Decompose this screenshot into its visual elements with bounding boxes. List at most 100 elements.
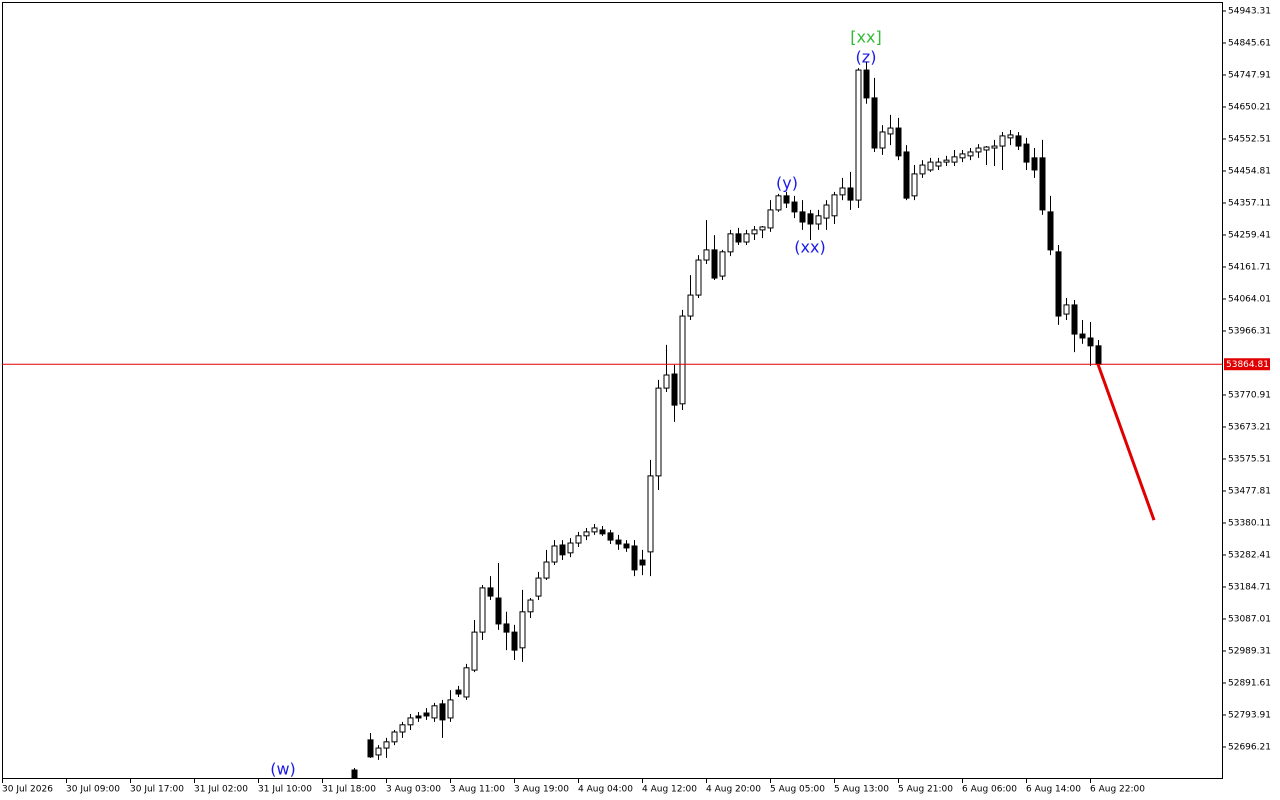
candle-body	[791, 201, 798, 213]
y-tick-label: 54747.91	[1228, 71, 1271, 81]
candle-body	[599, 529, 606, 535]
x-tick-label: 30 Jul 09:00	[66, 785, 120, 795]
candle-body	[975, 147, 982, 153]
candle-body	[863, 69, 870, 99]
y-tick-label: 52891.61	[1228, 679, 1271, 689]
candle-body	[383, 741, 390, 749]
y-tick-label: 53966.31	[1228, 327, 1271, 337]
y-tick-label: 53184.71	[1228, 583, 1271, 593]
candle-body	[839, 187, 846, 196]
y-tick-label: 53673.21	[1228, 423, 1271, 433]
x-tick-label: 4 Aug 20:00	[706, 785, 761, 795]
price-label: 53864.81	[1226, 360, 1269, 370]
candle-body	[815, 215, 822, 225]
candle-body	[911, 173, 918, 197]
price-label-box	[1224, 358, 1270, 371]
candle-body	[743, 233, 750, 243]
x-tick-label: 4 Aug 12:00	[642, 785, 697, 795]
y-tick-label: 53770.91	[1228, 391, 1271, 401]
candle-body	[719, 251, 726, 277]
x-tick-label: 31 Jul 18:00	[322, 785, 376, 795]
x-tick-label: 31 Jul 10:00	[258, 785, 312, 795]
candle-body	[871, 97, 878, 149]
candle-body	[631, 545, 638, 571]
candle-body	[351, 769, 358, 779]
candle-body	[847, 187, 854, 201]
y-tick-label: 52793.91	[1228, 711, 1271, 721]
candle-body	[935, 161, 942, 167]
candle-body	[1063, 304, 1070, 315]
candle-body	[1071, 304, 1078, 335]
candle-body	[799, 211, 806, 223]
x-tick-label: 5 Aug 13:00	[834, 785, 889, 795]
candle-body	[999, 135, 1006, 147]
wave-label: [xx]	[850, 28, 881, 47]
y-tick-label: 52696.21	[1228, 743, 1271, 753]
candle-body	[991, 145, 998, 149]
candle-body	[727, 233, 734, 253]
candle-body	[783, 195, 790, 204]
candle-body	[607, 532, 614, 541]
y-tick-label: 53380.11	[1228, 519, 1271, 529]
y-tick-label: 53087.01	[1228, 615, 1271, 625]
y-tick-label: 54845.61	[1228, 39, 1271, 49]
candle-body	[807, 213, 814, 225]
candle-body	[775, 195, 782, 211]
candle-body	[735, 233, 742, 243]
candle-body	[983, 146, 990, 151]
candle-body	[431, 705, 438, 719]
x-tick-label: 3 Aug 19:00	[514, 785, 569, 795]
candle-body	[535, 577, 542, 597]
candle-body	[519, 611, 526, 649]
candle-body	[1023, 143, 1030, 163]
candle-body	[831, 194, 838, 217]
candle-body	[903, 151, 910, 199]
candle-body	[1079, 333, 1086, 339]
y-tick-label: 53477.81	[1228, 487, 1271, 497]
x-tick-label: 4 Aug 04:00	[578, 785, 633, 795]
x-tick-label: 6 Aug 06:00	[962, 785, 1017, 795]
y-tick-label: 53575.51	[1228, 455, 1271, 465]
candle-body	[959, 153, 966, 159]
candle-body	[1087, 337, 1094, 347]
candle-body	[671, 373, 678, 406]
candle-body	[367, 739, 374, 758]
candle-body	[391, 731, 398, 743]
candle-body	[751, 229, 758, 235]
candle-body	[487, 587, 494, 597]
candle-body	[663, 374, 670, 389]
candle-body	[703, 249, 710, 261]
candle-body	[879, 131, 886, 149]
candle-body	[655, 387, 662, 477]
candle-body	[759, 226, 766, 231]
candle-body	[495, 597, 502, 625]
candle-body	[511, 631, 518, 651]
x-tick-label: 30 Jul 17:00	[130, 785, 184, 795]
candle-body	[399, 724, 406, 733]
wave-label: (xx)	[794, 238, 825, 257]
candle-body	[591, 527, 598, 533]
wave-label: (y)	[776, 174, 798, 193]
candle-body	[423, 712, 430, 717]
candle-body	[647, 475, 654, 553]
candle-body	[895, 127, 902, 157]
candle-body	[615, 539, 622, 545]
candle-body	[695, 259, 702, 296]
x-tick-label: 6 Aug 14:00	[1026, 785, 1081, 795]
candle-body	[439, 703, 446, 721]
x-tick-label: 3 Aug 03:00	[386, 785, 441, 795]
x-tick-label: 6 Aug 22:00	[1090, 785, 1145, 795]
candle-body	[375, 747, 382, 756]
candle-body	[447, 699, 454, 719]
candle-body	[479, 587, 486, 633]
candle-body	[623, 543, 630, 549]
wave-label: (z)	[856, 48, 877, 67]
candle-body	[455, 689, 462, 695]
y-tick-label: 54552.51	[1228, 135, 1271, 145]
candle-body	[927, 161, 934, 171]
x-tick-label: 30 Jul 2026	[2, 785, 53, 795]
candle-body	[951, 156, 958, 163]
y-tick-label: 54943.31	[1228, 7, 1271, 17]
candle-body	[463, 667, 470, 698]
candle-body	[543, 561, 550, 579]
